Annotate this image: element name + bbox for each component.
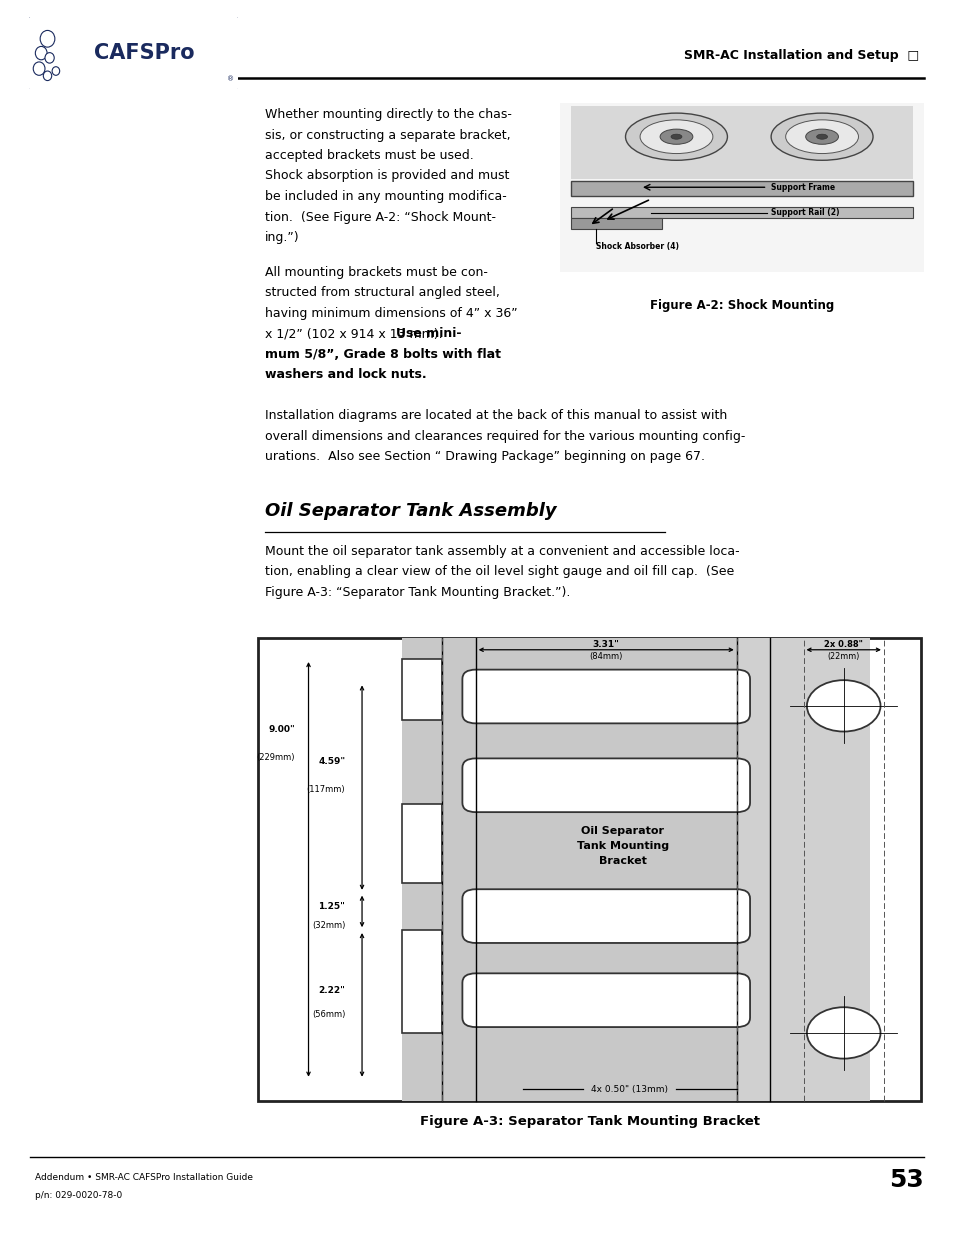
Text: Oil Separator
Tank Mounting
Bracket: Oil Separator Tank Mounting Bracket (577, 826, 668, 866)
Text: (117mm): (117mm) (306, 785, 345, 794)
Text: Installation diagrams are located at the back of this manual to assist with: Installation diagrams are located at the… (265, 409, 726, 422)
Text: mum 5/8”, Grade 8 bolts with flat: mum 5/8”, Grade 8 bolts with flat (265, 348, 500, 361)
Bar (402, 638, 736, 1100)
Text: 4x 0.50" (13mm): 4x 0.50" (13mm) (591, 1084, 667, 1094)
Text: All mounting brackets must be con-: All mounting brackets must be con- (265, 266, 487, 279)
Circle shape (45, 53, 54, 63)
Text: ®: ® (226, 77, 233, 83)
Circle shape (805, 130, 838, 144)
Text: Oil Separator Tank Assembly: Oil Separator Tank Assembly (265, 501, 556, 520)
Circle shape (33, 62, 45, 75)
FancyBboxPatch shape (554, 100, 928, 274)
Circle shape (806, 680, 880, 731)
Circle shape (52, 67, 60, 75)
Text: be included in any mounting modifica-: be included in any mounting modifica- (265, 190, 506, 203)
Text: Shock Absorber (4): Shock Absorber (4) (596, 242, 679, 251)
Text: 2x 0.88": 2x 0.88" (823, 641, 862, 650)
FancyBboxPatch shape (462, 669, 749, 724)
Text: Figure A-3: “Separator Tank Mounting Bracket.”).: Figure A-3: “Separator Tank Mounting Bra… (265, 585, 570, 599)
Bar (570, 219, 661, 230)
Text: CAFSPro: CAFSPro (93, 43, 194, 63)
Circle shape (670, 135, 681, 140)
Text: structed from structural angled steel,: structed from structural angled steel, (265, 287, 499, 299)
Text: sis, or constructing a separate bracket,: sis, or constructing a separate bracket, (265, 128, 510, 142)
Text: (32mm): (32mm) (312, 921, 345, 930)
Text: Use mini-: Use mini- (395, 327, 461, 341)
Text: Whether mounting directly to the chas-: Whether mounting directly to the chas- (265, 107, 512, 121)
Circle shape (43, 70, 51, 80)
Bar (402, 804, 442, 883)
Text: Mount the oil separator tank assembly at a convenient and accessible loca-: Mount the oil separator tank assembly at… (265, 545, 739, 558)
Circle shape (816, 135, 826, 140)
Bar (402, 888, 442, 925)
Text: ing.”): ing.”) (265, 231, 299, 245)
Bar (402, 659, 442, 720)
Bar (402, 729, 442, 794)
Bar (570, 207, 912, 217)
Text: 1.25": 1.25" (318, 903, 345, 911)
Text: accepted brackets must be used.: accepted brackets must be used. (265, 149, 474, 162)
Text: urations.  Also see Section “ Drawing Package” beginning on page 67.: urations. Also see Section “ Drawing Pac… (265, 451, 704, 463)
FancyBboxPatch shape (28, 16, 239, 90)
FancyBboxPatch shape (462, 973, 749, 1028)
Text: tion, enabling a clear view of the oil level sight gauge and oil fill cap.  (See: tion, enabling a clear view of the oil l… (265, 566, 734, 578)
Text: washers and lock nuts.: washers and lock nuts. (265, 368, 426, 382)
FancyBboxPatch shape (462, 889, 749, 944)
Text: Addendum • SMR-AC CAFSPro Installation Guide: Addendum • SMR-AC CAFSPro Installation G… (35, 1173, 253, 1182)
Bar (402, 1040, 442, 1100)
Text: overall dimensions and clearances required for the various mounting config-: overall dimensions and clearances requir… (265, 430, 744, 443)
Text: Support Rail (2): Support Rail (2) (770, 207, 839, 217)
Text: 53: 53 (888, 1168, 923, 1192)
Circle shape (639, 120, 712, 153)
Text: 3.31": 3.31" (592, 641, 619, 650)
Circle shape (40, 31, 54, 47)
Circle shape (35, 47, 47, 59)
Text: (22mm): (22mm) (826, 652, 859, 661)
Text: (229mm): (229mm) (256, 753, 294, 762)
Bar (402, 930, 442, 1032)
Circle shape (806, 1008, 880, 1058)
Bar (570, 106, 912, 179)
Text: 4.59": 4.59" (318, 757, 345, 767)
Text: Support Frame: Support Frame (770, 183, 835, 191)
Text: x 1/2” (102 x 914 x 13 mm).: x 1/2” (102 x 914 x 13 mm). (265, 327, 450, 341)
Text: 9.00": 9.00" (268, 725, 294, 734)
Text: (56mm): (56mm) (312, 1010, 345, 1019)
Text: (84mm): (84mm) (589, 652, 622, 661)
Text: having minimum dimensions of 4” x 36”: having minimum dimensions of 4” x 36” (265, 306, 517, 320)
FancyBboxPatch shape (462, 758, 749, 813)
Bar (736, 638, 869, 1100)
Text: Figure A-2: Shock Mounting: Figure A-2: Shock Mounting (649, 300, 833, 312)
Circle shape (659, 130, 692, 144)
Circle shape (785, 120, 858, 153)
Text: p/n: 029-0020-78-0: p/n: 029-0020-78-0 (35, 1191, 122, 1200)
Text: 2.22": 2.22" (318, 987, 345, 995)
Circle shape (770, 114, 872, 161)
Text: SMR-AC Installation and Setup  □: SMR-AC Installation and Setup □ (683, 48, 918, 62)
Text: Shock absorption is provided and must: Shock absorption is provided and must (265, 169, 509, 183)
Circle shape (625, 114, 727, 161)
Bar (570, 180, 912, 195)
Text: tion.  (See Figure A-2: “Shock Mount-: tion. (See Figure A-2: “Shock Mount- (265, 210, 496, 224)
Text: Figure A-3: Separator Tank Mounting Bracket: Figure A-3: Separator Tank Mounting Brac… (419, 1115, 759, 1128)
